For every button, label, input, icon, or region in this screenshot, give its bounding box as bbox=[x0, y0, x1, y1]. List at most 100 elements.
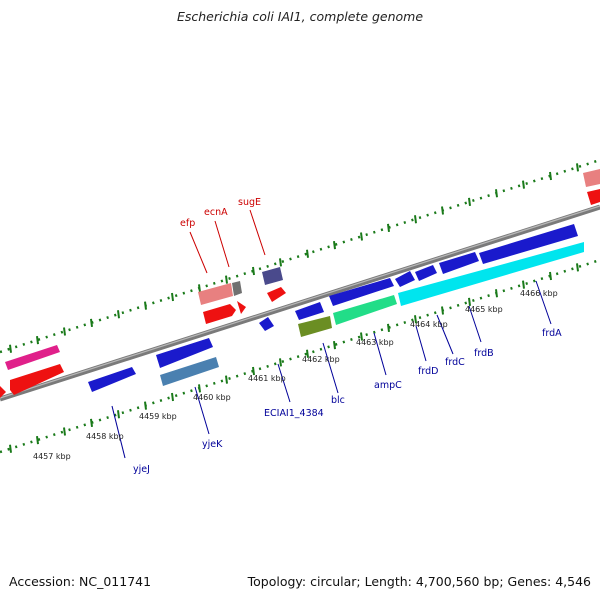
gene-arrow-ampC[interactable] bbox=[333, 295, 397, 325]
ruler-tick bbox=[360, 332, 363, 341]
ruler-tick bbox=[441, 306, 444, 315]
ruler-tick bbox=[306, 249, 309, 258]
ruler-tick bbox=[387, 323, 390, 332]
gene-arrow-yjeJ[interactable] bbox=[88, 367, 136, 392]
ruler-tick bbox=[144, 401, 147, 410]
gene-label-efp[interactable]: efp bbox=[180, 218, 195, 229]
gene-arrow[interactable] bbox=[0, 386, 6, 398]
gene-arrow-yjeK[interactable] bbox=[160, 357, 219, 386]
ruler-tick bbox=[387, 223, 390, 232]
ruler-label: 4459 kbp bbox=[139, 412, 177, 421]
gene-arrow-frdC[interactable] bbox=[415, 265, 437, 281]
ruler-tick bbox=[549, 171, 552, 181]
ruler-ticks bbox=[9, 163, 579, 453]
gene-arrow-sugE[interactable] bbox=[262, 267, 283, 285]
ruler-tick bbox=[522, 180, 525, 189]
forward-gene-labels: efp ecnA sugE bbox=[180, 197, 261, 229]
gene-label-yjeJ[interactable]: yjeJ bbox=[133, 464, 150, 475]
ruler-label: 4465 kbp bbox=[465, 305, 503, 314]
map-title: Escherichia coli IAI1, complete genome bbox=[176, 9, 424, 24]
gene-arrow-blc[interactable] bbox=[298, 316, 332, 337]
gene-label-ampC[interactable]: ampC bbox=[374, 380, 402, 391]
ruler-tick bbox=[414, 215, 417, 224]
ruler-label: 4457 kbp bbox=[33, 452, 71, 461]
ruler-tick bbox=[252, 266, 255, 276]
ruler-tick bbox=[306, 349, 309, 358]
forward-genes bbox=[0, 169, 600, 398]
ruler-tick bbox=[198, 284, 201, 293]
gene-arrow[interactable] bbox=[587, 189, 600, 205]
ruler-tick bbox=[63, 427, 66, 436]
ruler-label: 4461 kbp bbox=[248, 374, 286, 383]
gene-label-frdD[interactable]: frdD bbox=[418, 366, 438, 377]
gene-label-frdA[interactable]: frdA bbox=[542, 328, 562, 339]
ruler-label: 4462 kbp bbox=[302, 355, 340, 364]
ruler-tick bbox=[414, 315, 417, 324]
ruler-tick bbox=[171, 392, 174, 402]
gene-arrow-frdB[interactable] bbox=[439, 252, 479, 274]
gene-label-blc[interactable]: blc bbox=[331, 395, 345, 406]
ruler-tick bbox=[252, 366, 255, 376]
ruler-tick bbox=[576, 263, 579, 272]
gene-arrow[interactable] bbox=[329, 278, 394, 306]
gene-arrow[interactable] bbox=[259, 317, 274, 331]
gene-label-frdB[interactable]: frdB bbox=[474, 348, 494, 359]
ruler-tick bbox=[468, 297, 471, 307]
genome-backbone-highlight bbox=[0, 205, 600, 399]
leader-lines bbox=[111, 209, 552, 459]
ruler-tick bbox=[90, 318, 93, 328]
ruler-tick bbox=[333, 240, 336, 250]
gene-label-sugE[interactable]: sugE bbox=[238, 197, 261, 208]
gene-arrow-ECIAI1_4384[interactable] bbox=[295, 302, 324, 320]
ruler-tick bbox=[333, 340, 336, 350]
upper-ruler-track bbox=[0, 158, 600, 354]
ruler-tick bbox=[198, 384, 201, 393]
reverse-genes bbox=[88, 224, 584, 392]
ruler-tick bbox=[576, 163, 579, 172]
accession-text: Accession: NC_011741 bbox=[9, 574, 152, 589]
ruler-label: 4463 kbp bbox=[356, 338, 394, 347]
gene-arrow[interactable] bbox=[267, 287, 286, 302]
gene-label-yjeK[interactable]: yjeK bbox=[202, 439, 223, 450]
gene-arrow-frdA[interactable] bbox=[479, 224, 578, 264]
gene-arrow[interactable] bbox=[232, 281, 242, 296]
ruler-tick bbox=[279, 358, 282, 367]
ruler-tick bbox=[522, 280, 525, 289]
ruler-tick bbox=[171, 292, 174, 302]
ruler-labels: 4457 kbp 4458 kbp 4459 kbp 4460 kbp 4461… bbox=[33, 289, 558, 461]
gene-arrow[interactable] bbox=[10, 364, 64, 395]
gene-arrow[interactable] bbox=[5, 345, 60, 370]
gene-arrow[interactable] bbox=[237, 301, 246, 314]
ruler-tick bbox=[495, 289, 498, 298]
gene-label-frdC[interactable]: frdC bbox=[445, 357, 465, 368]
ruler-tick bbox=[117, 410, 120, 419]
gene-arrow-frdD[interactable] bbox=[395, 271, 415, 287]
gene-arrow[interactable] bbox=[156, 338, 213, 368]
ruler-label: 4458 kbp bbox=[86, 432, 124, 441]
gene-label-ecnA[interactable]: ecnA bbox=[204, 207, 228, 218]
ruler-tick bbox=[441, 206, 444, 215]
ruler-tick bbox=[225, 375, 228, 384]
lower-ruler-track bbox=[0, 258, 600, 454]
ruler-tick bbox=[9, 344, 12, 353]
gene-arrow-ecnA[interactable] bbox=[203, 304, 236, 324]
ruler-tick bbox=[495, 189, 498, 198]
ruler-tick bbox=[63, 327, 66, 336]
gene-arrow[interactable] bbox=[583, 169, 600, 187]
ruler-tick bbox=[279, 258, 282, 267]
ruler-tick bbox=[549, 271, 552, 281]
ruler-label: 4466 kbp bbox=[520, 289, 558, 298]
ruler-tick bbox=[468, 197, 471, 207]
genome-backbone bbox=[0, 204, 600, 402]
gene-label-ECIAI1_4384[interactable]: ECIAI1_4384 bbox=[264, 408, 324, 419]
ruler-tick bbox=[36, 436, 39, 445]
genome-summary-text: Topology: circular; Length: 4,700,560 bp… bbox=[247, 574, 591, 589]
gene-arrow[interactable] bbox=[398, 242, 584, 306]
ruler-tick bbox=[144, 301, 147, 310]
ruler-tick bbox=[90, 418, 93, 428]
ruler-tick bbox=[9, 444, 12, 453]
gene-arrow-efp[interactable] bbox=[198, 283, 233, 305]
reverse-gene-labels: yjeJ yjeK ECIAI1_4384 blc ampC frdD frdC… bbox=[133, 328, 562, 475]
ruler-tick bbox=[117, 310, 120, 319]
